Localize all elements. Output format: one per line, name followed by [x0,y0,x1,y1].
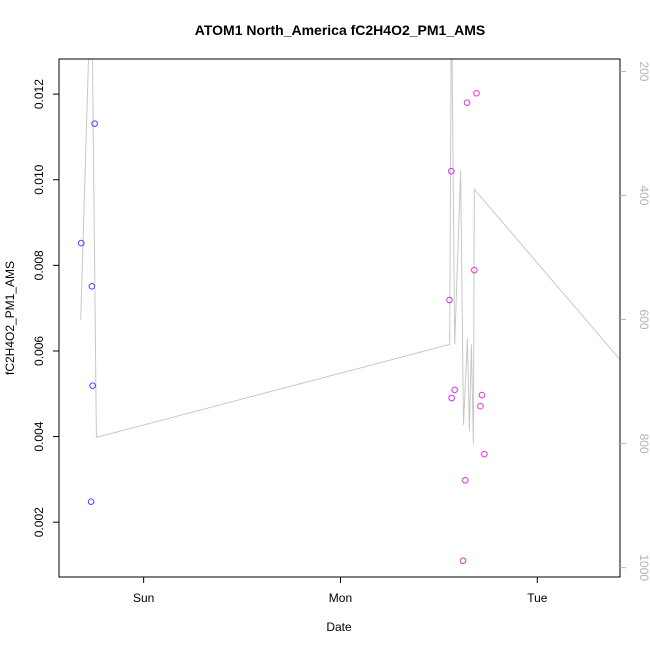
y2-tick-label: 1000 [637,554,650,581]
data-point [481,450,488,458]
y-tick-label: 0.006 [32,336,46,366]
data-point [471,266,478,274]
plot-frame [58,58,621,578]
y-tick-label: 0.010 [32,164,46,194]
y-tick-label: 0.012 [32,79,46,109]
x-axis: Sun Mon Tue [133,577,548,605]
y2-tick-label: 800 [637,434,650,454]
data-point [448,167,455,175]
x-axis-label: Date [326,620,352,634]
data-point [87,498,95,505]
chart-title: ATOM1 North_America fC2H4O2_PM1_AMS [195,22,485,38]
data-point [448,394,456,402]
y-tick-label: 0.002 [32,507,46,537]
y-axis-label: fC2H4O2_PM1_AMS [3,261,17,375]
data-point [461,476,469,484]
y2-tick-label: 600 [637,310,650,330]
data-point [473,89,480,97]
y2-axis: 200 400 600 800 1000 [620,61,650,581]
data-point [77,239,85,247]
data-point [88,283,96,290]
data-point [451,386,458,394]
y-axis: 0.002 0.004 0.006 0.008 0.010 0.012 [32,79,59,537]
x-tick-label: Sun [133,591,154,605]
data-point [91,120,98,127]
data-point [446,296,453,304]
y-tick-label: 0.008 [32,250,46,280]
data-point [459,557,467,565]
y2-tick-label: 400 [637,185,650,205]
data-point [89,382,96,389]
data-point [463,99,471,106]
x-tick-label: Mon [329,591,352,605]
y-tick-label: 0.004 [32,421,46,451]
data-point [478,391,486,399]
y2-tick-label: 200 [637,61,650,81]
series-line [80,59,620,444]
data-point [477,402,484,410]
x-tick-label: Tue [527,591,548,605]
